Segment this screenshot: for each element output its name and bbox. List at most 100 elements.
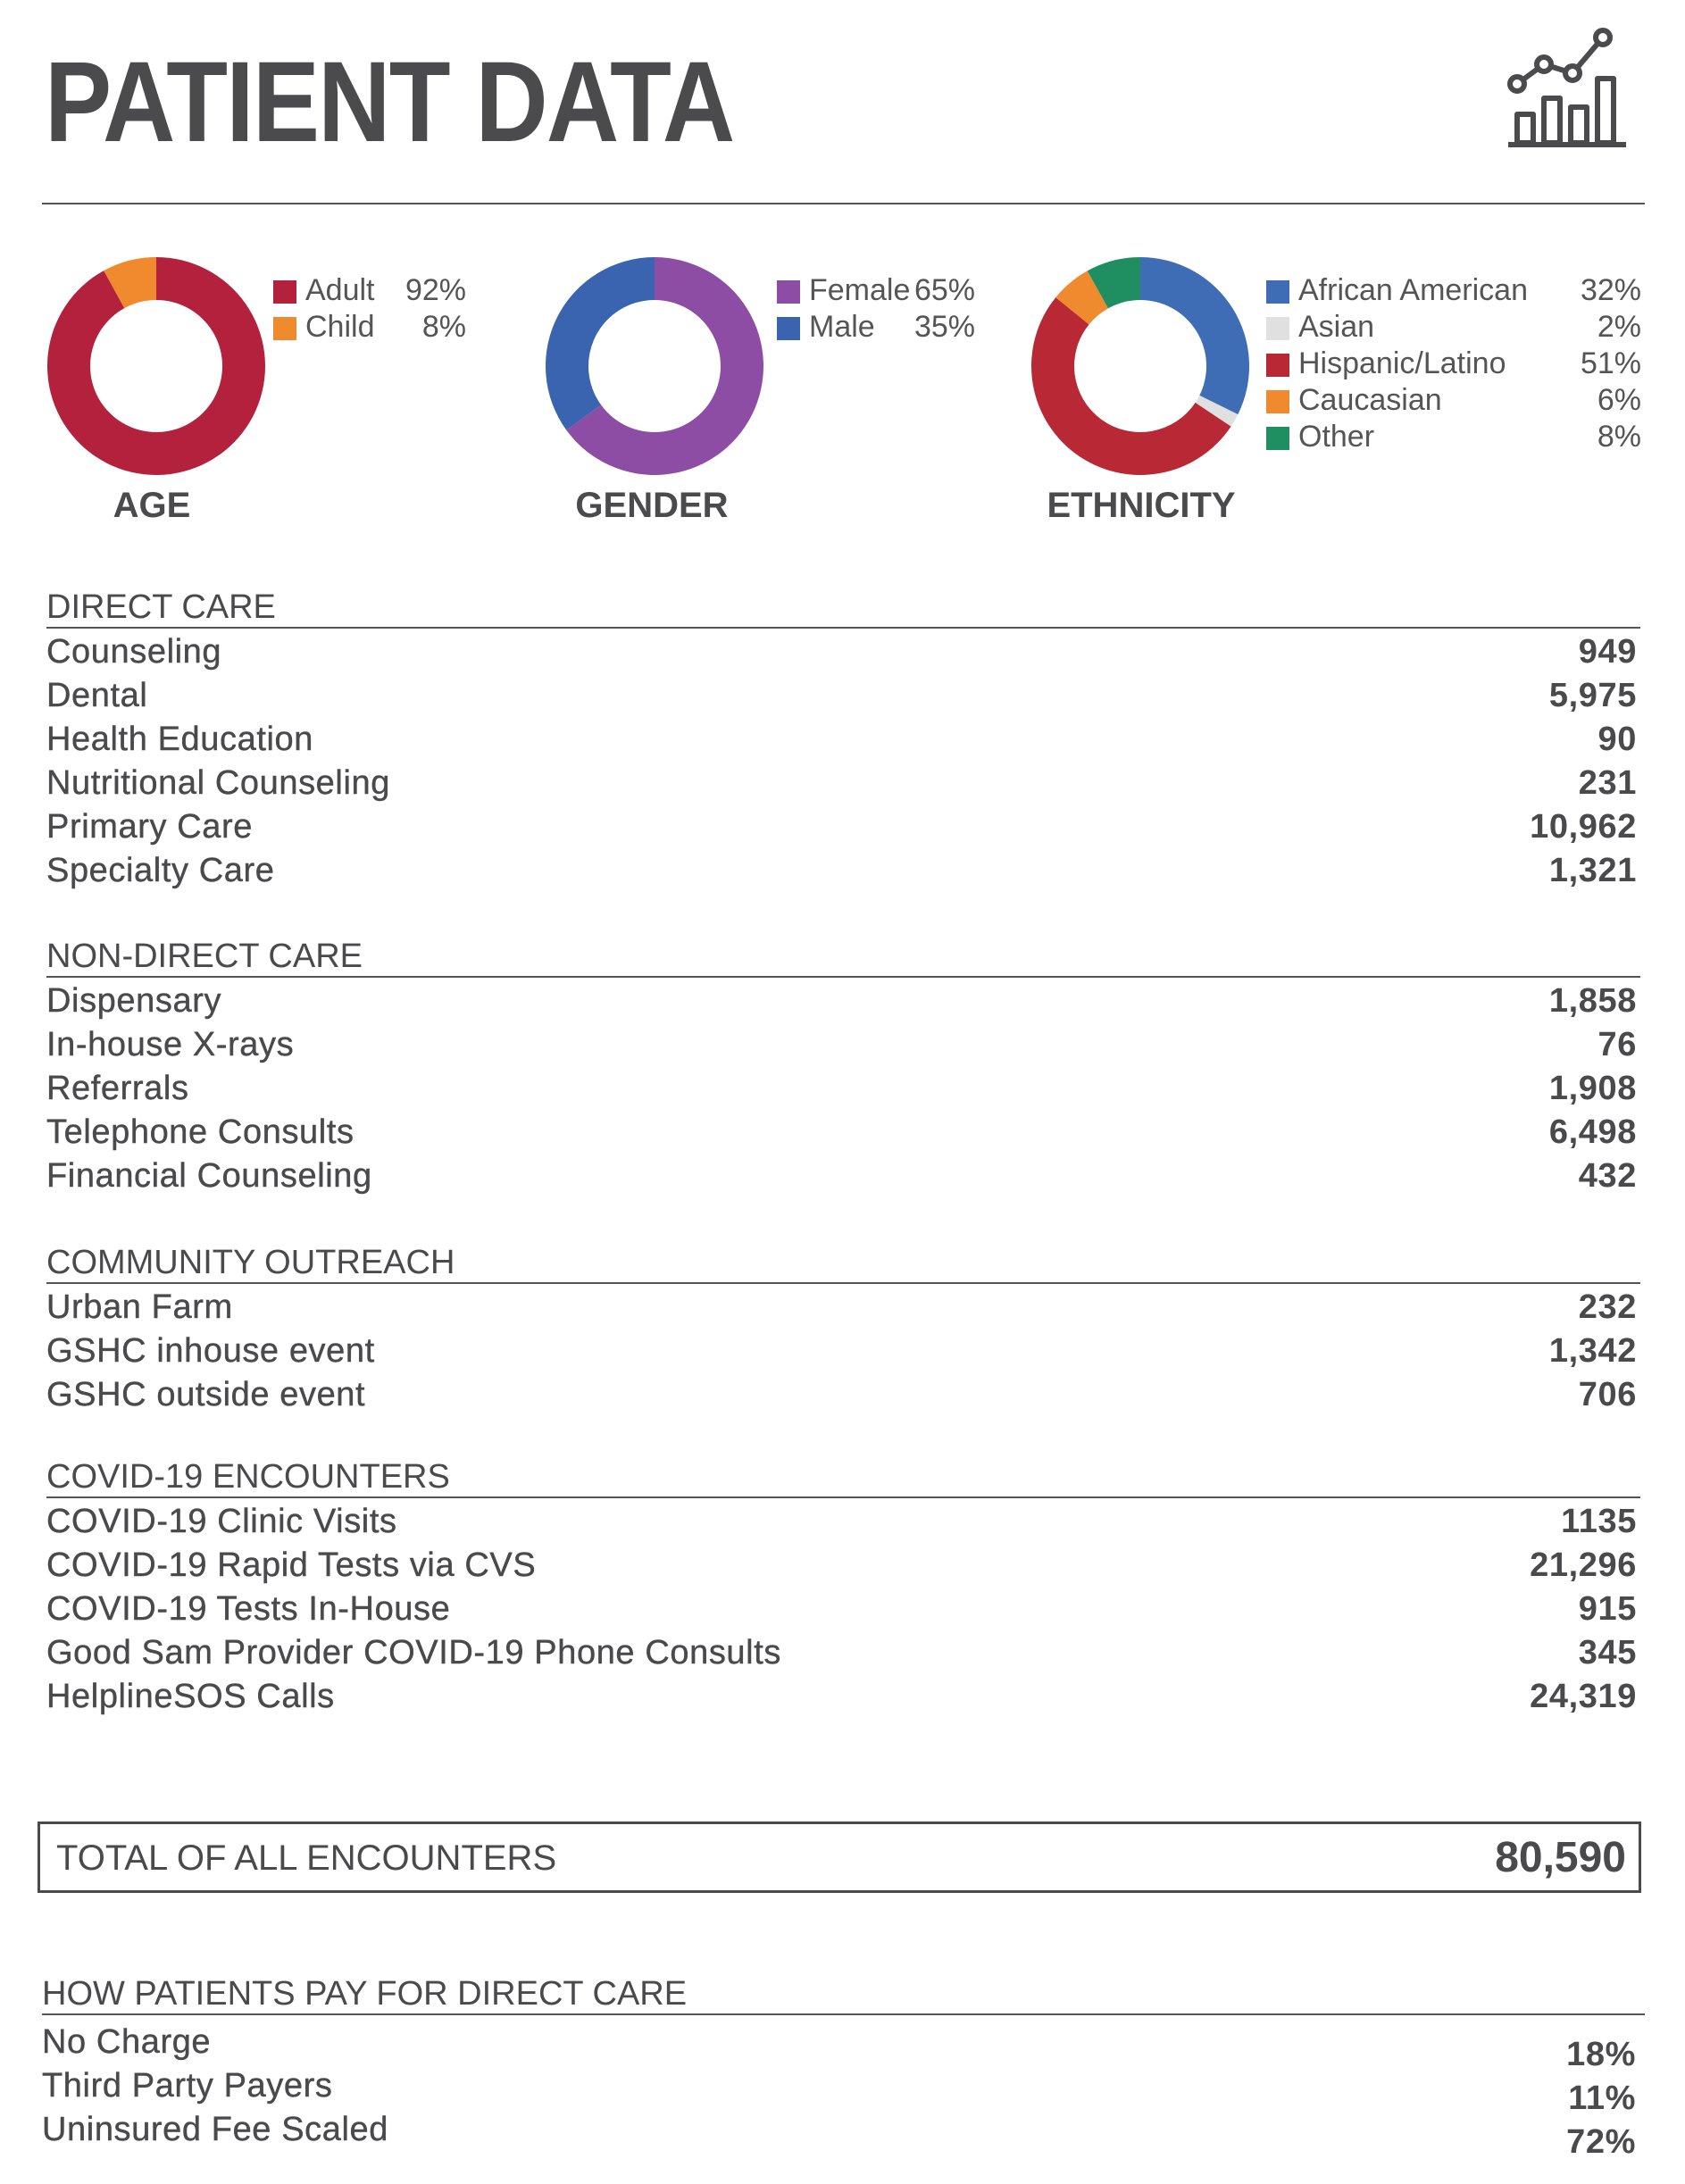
legend-label: Male — [809, 310, 875, 344]
table-row: In-house X-rays 76 — [46, 1023, 1640, 1067]
donut-slice-african-american — [1140, 257, 1249, 415]
section-heading: COVID-19 ENCOUNTERS — [46, 1452, 1640, 1498]
legend-swatch — [273, 317, 296, 340]
payment-value: 18% — [1566, 2036, 1636, 2073]
row-label: GSHC outside event — [46, 1376, 366, 1413]
row-value: 76 — [1597, 1026, 1637, 1063]
community-outreach-section: COMMUNITY OUTREACH Urban Farm 232 GSHC inho… — [46, 1238, 1640, 1417]
donut-slice-child — [104, 257, 156, 309]
table-row: Counseling 949 — [46, 630, 1640, 674]
page-title: PATIENT DATA — [45, 38, 735, 166]
legend-value: 32% — [1580, 273, 1641, 307]
row-value: 1,858 — [1548, 982, 1637, 1020]
legend-label: Child — [305, 310, 375, 344]
legend-item: Adult 92% — [273, 272, 466, 309]
legend-item: Hispanic/Latino 51% — [1266, 346, 1641, 382]
row-value: 1,342 — [1548, 1332, 1637, 1370]
row-label: Financial Counseling — [46, 1157, 372, 1195]
section-heading: DIRECT CARE — [46, 582, 1640, 629]
table-row: Health Education 90 — [46, 718, 1640, 762]
legend-value: 65% — [913, 273, 975, 307]
table-row: Dispensary 1,858 — [46, 979, 1640, 1023]
legend-item: Male 35% — [777, 309, 975, 346]
table-row: Good Sam Provider COVID-19 Phone Consult… — [46, 1631, 1640, 1675]
row-label: Counseling — [46, 633, 222, 671]
legend-label: Caucasian — [1298, 383, 1442, 417]
table-row: GSHC inhouse event 1,342 — [46, 1330, 1640, 1373]
legend-swatch — [1266, 354, 1289, 377]
row-value: 24,319 — [1530, 1678, 1637, 1715]
payment-section: HOW PATIENTS PAY FOR DIRECT CARE No Char… — [42, 1969, 1645, 2161]
legend-swatch — [1266, 280, 1289, 304]
row-value: 231 — [1578, 764, 1637, 802]
donut-slice-other — [1087, 257, 1140, 309]
row-value: 5,975 — [1548, 677, 1637, 714]
section-heading-text: COVID-19 ENCOUNTERS — [46, 1458, 450, 1496]
legend-label: African American — [1298, 273, 1528, 307]
table-row: Urban Farm 232 — [46, 1286, 1640, 1330]
gender-legend: Female 65% Male 35% — [777, 272, 975, 346]
ethnicity-donut-chart — [1030, 257, 1249, 476]
table-row: Dental 5,975 — [46, 674, 1640, 718]
section-heading: COMMUNITY OUTREACH — [46, 1238, 1640, 1284]
payment-values: 18% 11% 72% — [1566, 2033, 1636, 2164]
donut-slice-caucasian — [1055, 271, 1109, 325]
row-label: Health Education — [46, 721, 314, 758]
table-row: Specialty Care 1,321 — [46, 849, 1640, 893]
section-rows: Counseling 949 Dental 5,975 Health Education… — [46, 630, 1640, 893]
table-row: Financial Counseling 432 — [46, 1155, 1640, 1198]
table-row: Telephone Consults 6,498 — [46, 1111, 1640, 1155]
legend-item: Caucasian 6% — [1266, 382, 1641, 419]
legend-swatch — [777, 317, 800, 340]
legend-item: African American 32% — [1266, 272, 1641, 309]
row-label: Primary Care — [46, 808, 254, 846]
payment-value: 11% — [1568, 2080, 1636, 2117]
gender-donut-chart — [546, 257, 763, 475]
row-label: Referrals — [46, 1070, 189, 1107]
row-label: Urban Farm — [46, 1288, 233, 1326]
total-label: TOTAL OF ALL ENCOUNTERS — [56, 1838, 557, 1878]
age-legend: Adult 92% Child 8% — [273, 272, 466, 346]
row-value: 90 — [1597, 721, 1637, 758]
table-row: Primary Care 10,962 — [46, 805, 1640, 849]
payment-value: 72% — [1566, 2123, 1636, 2161]
direct-care-section: DIRECT CARE Counseling 949 Dental 5,975 Healt… — [46, 582, 1640, 893]
row-label: GSHC inhouse event — [46, 1332, 375, 1370]
payment-label: No Charge — [42, 2023, 212, 2061]
ethnicity-legend: African American 32% Asian 2% Hispanic/Latin… — [1266, 272, 1641, 455]
row-label: HelplineSOS Calls — [46, 1678, 335, 1715]
table-row: HelplineSOS Calls 24,319 — [46, 1675, 1640, 1719]
legend-value: 51% — [1580, 346, 1641, 380]
section-heading: HOW PATIENTS PAY FOR DIRECT CARE — [42, 1969, 1645, 2015]
donut-slice-adult — [46, 257, 265, 475]
legend-swatch — [273, 280, 296, 304]
section-rows: Urban Farm 232 GSHC inhouse event 1,342 GSHC… — [46, 1286, 1640, 1417]
row-label: Telephone Consults — [46, 1113, 355, 1151]
total-value: 80,590 — [1495, 1834, 1626, 1881]
payment-label: Uninsured Fee Scaled — [42, 2111, 388, 2148]
section-heading-text: COMMUNITY OUTREACH — [46, 1244, 455, 1281]
title-divider — [42, 203, 1645, 204]
legend-item: Child 8% — [273, 309, 466, 346]
table-row: COVID-19 Tests In-House 915 — [46, 1588, 1640, 1631]
row-label: COVID-19 Rapid Tests via CVS — [46, 1546, 537, 1584]
row-label: Specialty Care — [46, 852, 275, 889]
row-value: 915 — [1578, 1590, 1637, 1628]
donut-slice-female — [566, 257, 763, 475]
age-donut-chart — [46, 257, 265, 475]
legend-value: 92% — [405, 273, 466, 307]
donut-slice-asian — [1195, 395, 1239, 427]
row-value: 1135 — [1561, 1503, 1637, 1540]
table-row: GSHC outside event 706 — [46, 1373, 1640, 1417]
legend-label: Adult — [305, 273, 375, 307]
section-rows: Dispensary 1,858 In-house X-rays 76 Referral… — [46, 979, 1640, 1198]
row-label: COVID-19 Tests In-House — [46, 1590, 451, 1628]
legend-label: Other — [1298, 420, 1375, 454]
row-value: 1,908 — [1548, 1070, 1637, 1107]
section-heading-text: DIRECT CARE — [46, 588, 276, 626]
payment-labels: No Charge Third Party Payers Uninsured Fee… — [42, 2021, 388, 2152]
legend-item: Asian 2% — [1266, 309, 1641, 346]
table-row: Nutritional Counseling 231 — [46, 762, 1640, 805]
age-chart-title: AGE — [113, 486, 191, 525]
ethnicity-chart-title: ETHNICITY — [1047, 486, 1236, 525]
